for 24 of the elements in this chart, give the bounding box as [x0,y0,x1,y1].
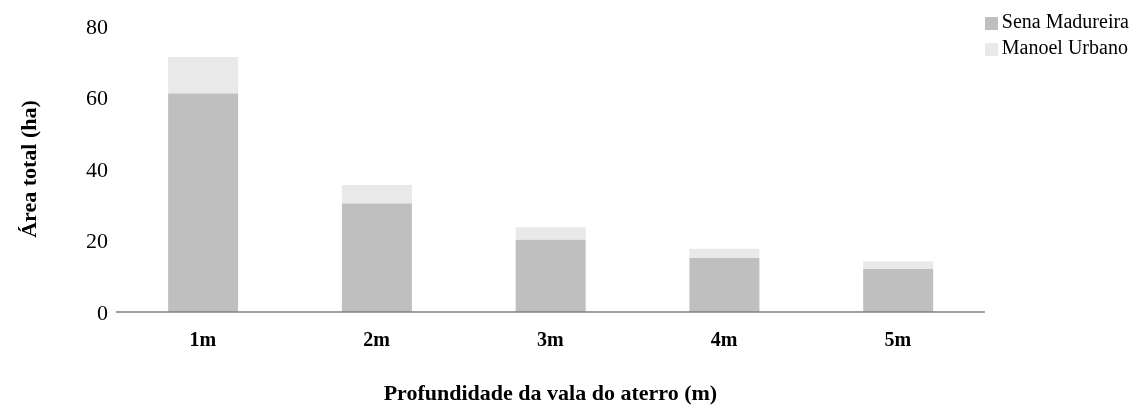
legend-label: Manoel Urbano [1001,36,1128,58]
y-tick-label: 80 [86,13,108,39]
x-tick-label: 4m [710,328,738,351]
x-tick-label: 5m [884,328,912,351]
bar [863,261,934,269]
y-tick-label: 0 [97,299,108,325]
x-tick-label: 2m [363,328,391,351]
x-tick-label: 3m [537,328,565,351]
y-tick-label: 20 [86,228,108,254]
bar [341,185,412,204]
y-axis-title: Área total (ha) [15,100,41,238]
legend-label: Sena Madureira [1001,10,1129,32]
bar [689,248,760,259]
bar [689,258,760,312]
bar [168,93,239,312]
x-axis-title: Profundidade da vala do aterro (m) [383,380,718,405]
bar [863,268,934,312]
bar [515,239,586,312]
y-tick-label: 40 [86,156,108,182]
bar [341,203,412,312]
bar [515,227,586,240]
x-tick-label: 1m [189,328,217,351]
bar [168,57,239,94]
y-tick-label: 60 [86,85,108,111]
